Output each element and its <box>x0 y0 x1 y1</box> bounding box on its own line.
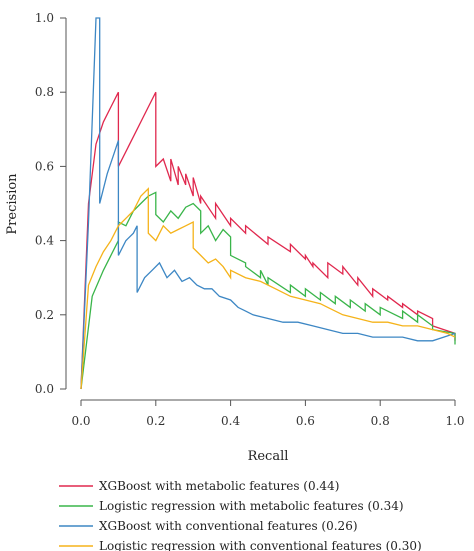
y-tick-label: 0.6 <box>35 159 54 173</box>
x-tick-label: 1.0 <box>445 414 464 428</box>
x-tick-label: 0.6 <box>296 414 315 428</box>
y-tick-label: 1.0 <box>35 11 54 25</box>
y-tick-label: 0.2 <box>35 308 54 322</box>
legend: XGBoost with metabolic features (0.44) Lo… <box>59 479 422 551</box>
y-tick-label: 0.4 <box>35 234 54 248</box>
y-axis-title: Precision <box>5 173 20 235</box>
x-tick-label: 0.0 <box>71 414 90 428</box>
y-tick-label: 0.8 <box>35 85 54 99</box>
legend-label-1: XGBoost with metabolic features (0.44) <box>99 479 339 493</box>
axes <box>65 18 455 401</box>
legend-label-4: Logistic regression with conventional fe… <box>99 539 422 551</box>
y-ticks: 0.0 0.2 0.4 0.6 0.8 1.0 <box>35 11 66 396</box>
legend-label-2: Logistic regression with metabolic featu… <box>99 499 404 513</box>
series-line-1 <box>80 91 456 390</box>
x-axis-title: Recall <box>248 449 289 464</box>
y-tick-label: 0.0 <box>35 382 54 396</box>
legend-label-3: XGBoost with conventional features (0.26… <box>99 519 358 533</box>
series-line-2 <box>80 191 456 390</box>
x-tick-label: 0.8 <box>371 414 390 428</box>
x-ticks: 0.0 0.2 0.4 0.6 0.8 1.0 <box>71 400 465 428</box>
x-tick-label: 0.2 <box>146 414 165 428</box>
x-tick-label: 0.4 <box>221 414 240 428</box>
series-layer <box>80 17 456 390</box>
series-line-3 <box>80 17 456 390</box>
series-line-4 <box>80 187 456 390</box>
